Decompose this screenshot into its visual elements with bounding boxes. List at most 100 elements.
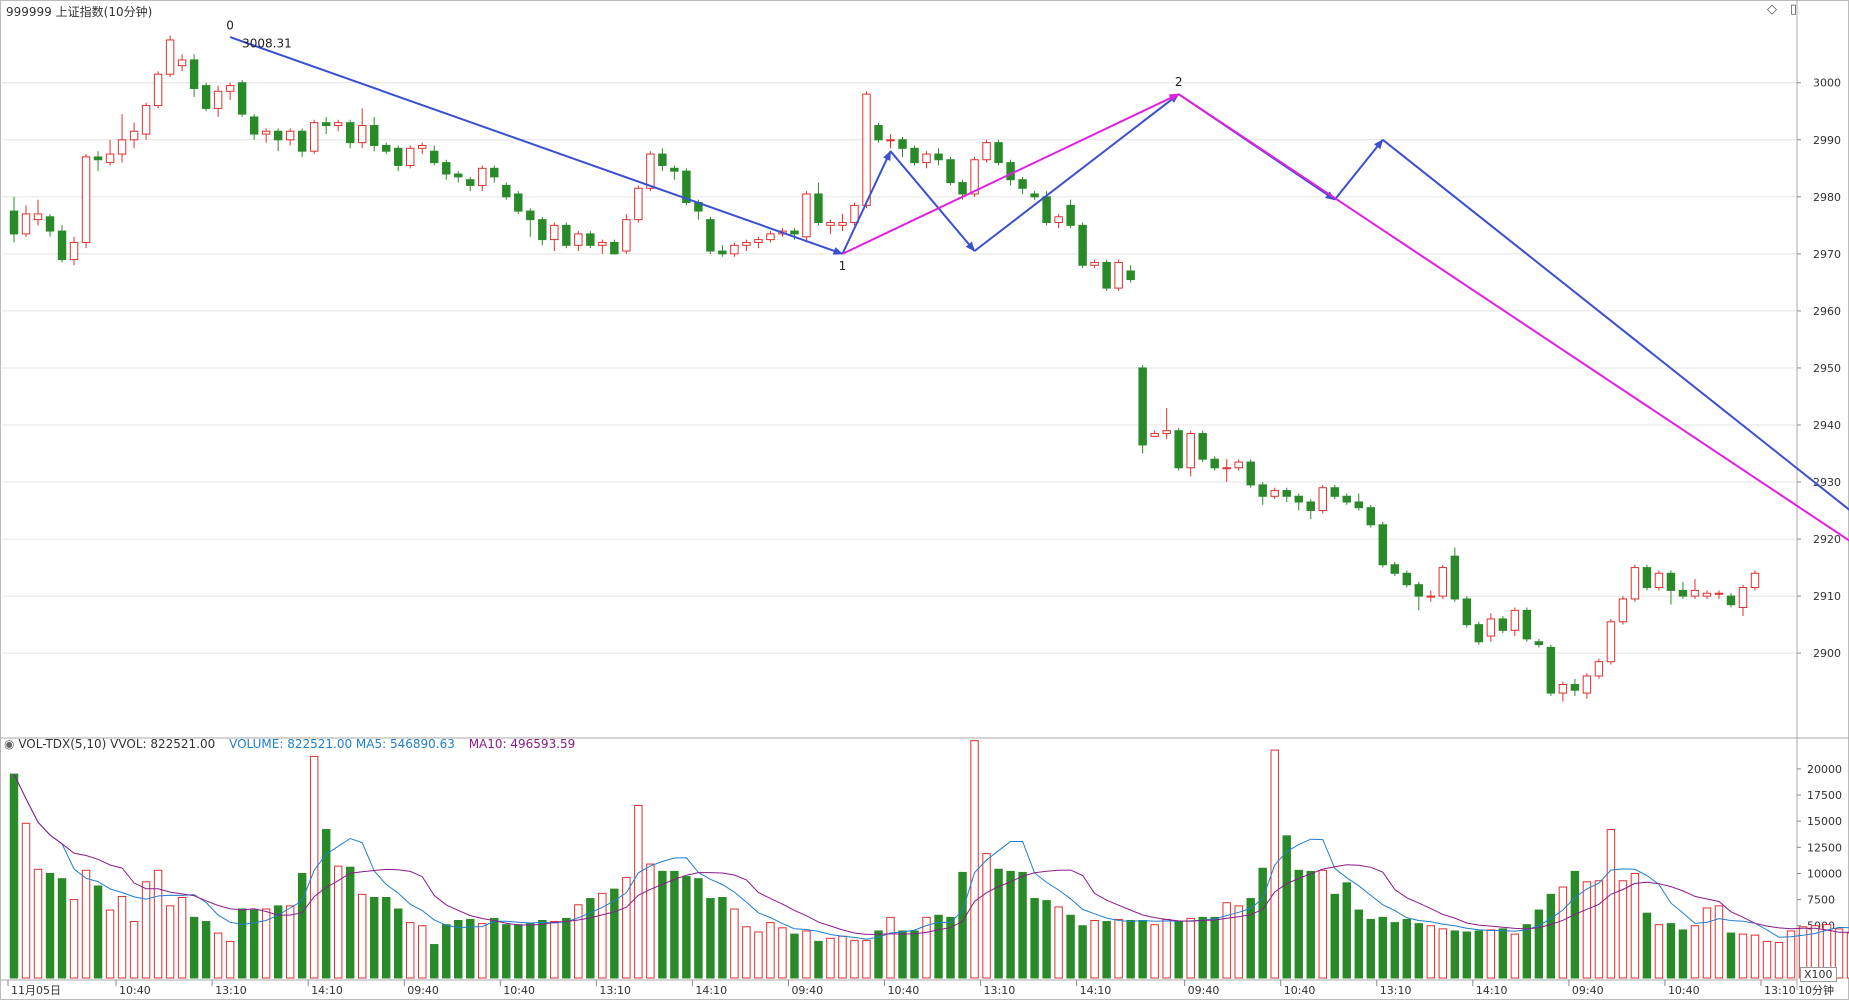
volume-bar (1366, 918, 1375, 979)
volume-bar (1270, 749, 1279, 979)
candle-body (1114, 261, 1123, 289)
wave-arrow-blue (1382, 139, 1849, 511)
candle-body (1270, 490, 1279, 497)
volume-bar (273, 905, 283, 979)
volume-tick-label: 12500 (1807, 841, 1842, 854)
volume-indicator-name: VOL-TDX(5,10) (18, 737, 107, 751)
period-label[interactable]: 10分钟 (1798, 984, 1834, 997)
candle-body (1462, 598, 1472, 626)
candle-body (1294, 495, 1303, 503)
candle-body (1738, 587, 1748, 609)
time-tick-label: 09:40 (791, 984, 823, 997)
volume-bar (1162, 918, 1171, 979)
volume-bar (1174, 921, 1183, 979)
wave-arrow-blue (1333, 139, 1384, 201)
time-tick-label: 14:10 (1476, 984, 1508, 997)
volume-bar (826, 937, 835, 979)
volume-bar (1018, 871, 1027, 979)
candle-body (33, 213, 43, 221)
candle-body (1150, 433, 1159, 437)
volume-bar (1774, 941, 1784, 979)
volume-bar (994, 868, 1003, 979)
candle-body (1018, 179, 1027, 189)
candle-body (1582, 675, 1592, 694)
candle-body (261, 130, 271, 135)
candle-body (730, 244, 739, 255)
candle-body (357, 125, 367, 144)
volume-bar (1306, 870, 1315, 979)
volume-bar (9, 773, 19, 979)
symbol-code: 999999 (6, 5, 52, 19)
volume-bar (1042, 900, 1051, 979)
volume-bar (946, 916, 955, 979)
volume-tick-label: 17500 (1807, 789, 1842, 802)
candle-body (682, 170, 691, 204)
price-tick-label: 2930 (1813, 476, 1841, 489)
volume-bar (934, 914, 943, 979)
volume-bar (225, 940, 235, 979)
candle-body (1030, 193, 1039, 198)
volume-bar (297, 872, 307, 979)
volume-bar (502, 924, 511, 979)
wave-arrow-magenta (1178, 93, 1849, 542)
candle-body (850, 204, 859, 223)
price-annotation: 0 (226, 18, 234, 32)
candle-body (1390, 564, 1400, 574)
candle-body (1666, 572, 1676, 591)
candle-body (45, 216, 55, 232)
candle-body (1546, 646, 1556, 694)
volume-bar (862, 939, 871, 979)
vvol-value: VVOL: 822521.00 (110, 737, 216, 751)
time-tick-label: 09:40 (407, 984, 439, 997)
candle-body (117, 139, 127, 155)
candle-body (802, 193, 811, 238)
candle-body (658, 153, 667, 166)
candle-body (1498, 618, 1508, 631)
price-tick-label: 3000 (1813, 77, 1841, 90)
volume-bar (1150, 924, 1159, 979)
candle-body (586, 233, 595, 246)
volume-tick-label: 10000 (1807, 867, 1842, 880)
price-annotation: 1 (839, 259, 847, 273)
candle-body (1594, 661, 1604, 677)
candle-body (21, 213, 31, 235)
candle-body (1690, 589, 1700, 597)
diamond-icon[interactable]: ◇ (1767, 2, 1777, 17)
panel-toggle-icon[interactable]: ▯ (1789, 2, 1797, 17)
price-tick-label: 2900 (1813, 647, 1841, 660)
volume-bar (478, 923, 487, 979)
candle-body (538, 219, 547, 241)
volume-bar (57, 878, 67, 979)
candle-body (1318, 487, 1327, 512)
collapse-icon[interactable]: ◉ (4, 737, 15, 751)
candle-body (946, 159, 955, 184)
volume-bar (45, 872, 55, 979)
volume-bar (1762, 940, 1772, 979)
candle-body (574, 233, 583, 246)
volume-bar (33, 868, 43, 979)
volume-bar (1006, 870, 1015, 979)
candle-body (886, 139, 895, 142)
volume-bar (1258, 867, 1267, 979)
candle-body (718, 250, 727, 255)
volume-bar (802, 930, 811, 979)
candle-body (189, 59, 199, 89)
candle-body (670, 167, 679, 172)
volume-bar (1114, 918, 1123, 979)
volume-bar (369, 897, 379, 979)
volume-bar (1198, 916, 1207, 979)
candle-body (1366, 507, 1375, 526)
price-panel-header: 999999 上证指数(10分钟) (6, 3, 152, 20)
volume-bar (21, 822, 31, 979)
candle-body (418, 144, 427, 149)
candle-body (874, 125, 883, 141)
volume-bar (586, 898, 595, 979)
volume-bar (1618, 880, 1628, 979)
candle-body (1306, 501, 1315, 512)
candle-body (1258, 484, 1267, 497)
volume-bar (610, 888, 619, 979)
candle-body (1330, 487, 1339, 497)
volume-bar (814, 940, 823, 979)
volume-bar (321, 829, 331, 979)
candle-body (1066, 204, 1075, 226)
